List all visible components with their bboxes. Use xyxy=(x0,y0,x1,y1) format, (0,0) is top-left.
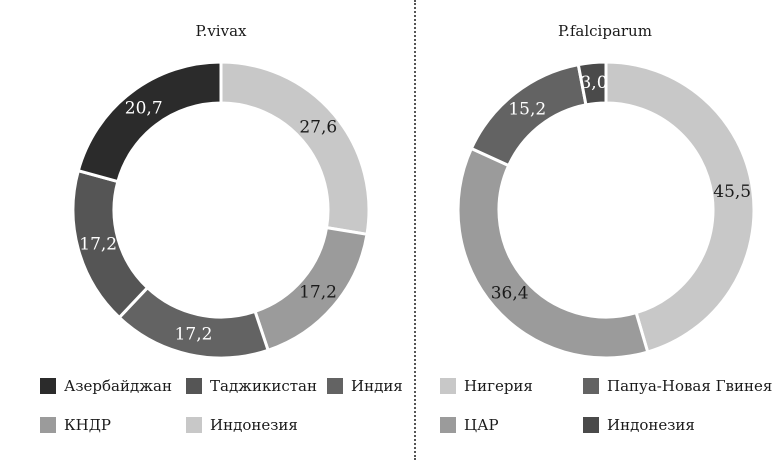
donut-slice xyxy=(219,60,371,237)
legend-swatch xyxy=(186,378,202,394)
donut-slice xyxy=(456,146,650,360)
donut-slice xyxy=(576,60,608,107)
legend-item: Таджикистан xyxy=(186,377,317,395)
legend-swatch xyxy=(327,378,343,394)
legend-swatch xyxy=(440,378,456,394)
data-label: 17,2 xyxy=(299,283,337,303)
chart-divider xyxy=(414,0,416,460)
donut-slice xyxy=(117,285,271,360)
legend-item: Азербайджан xyxy=(40,377,172,395)
donut-slice xyxy=(76,60,223,184)
legend-label: Азербайджан xyxy=(64,377,172,395)
legend-item: Нигерия xyxy=(440,377,533,395)
legend-swatch xyxy=(186,417,202,433)
chart-title-vivax: P.vivax xyxy=(195,22,247,40)
legend-swatch xyxy=(40,417,56,433)
data-label: 45,5 xyxy=(713,182,751,202)
legend-swatch xyxy=(583,417,599,433)
legend-swatch xyxy=(583,378,599,394)
legend-label: КНДР xyxy=(64,416,111,434)
chart-title-falciparum: P.falciparum xyxy=(558,22,652,40)
legend-item: Папуа-Новая Гвинея xyxy=(583,377,772,395)
legend-item: Индия xyxy=(327,377,403,395)
data-label: 17,2 xyxy=(175,325,213,345)
legend-swatch xyxy=(40,378,56,394)
data-label: 27,6 xyxy=(299,118,337,138)
data-label: 36,4 xyxy=(491,283,529,303)
data-label: 3,0 xyxy=(580,73,607,93)
data-label: 20,7 xyxy=(125,99,163,119)
legend-label: Индонезия xyxy=(210,416,298,434)
legend-label: Нигерия xyxy=(464,377,533,395)
legend-label: Таджикистан xyxy=(210,377,317,395)
donut-slice xyxy=(604,60,756,354)
legend-item: ЦАР xyxy=(440,416,499,434)
data-label: 15,2 xyxy=(508,100,546,120)
legend-label: Индия xyxy=(351,377,403,395)
legend-item: Индонезия xyxy=(583,416,695,434)
legend-swatch xyxy=(440,417,456,433)
data-label: 17,2 xyxy=(79,234,117,254)
legend-item: Индонезия xyxy=(186,416,298,434)
legend-item: КНДР xyxy=(40,416,111,434)
legend-label: Индонезия xyxy=(607,416,695,434)
legend-label: Папуа-Новая Гвинея xyxy=(607,377,773,395)
legend-label: ЦАР xyxy=(464,416,499,434)
